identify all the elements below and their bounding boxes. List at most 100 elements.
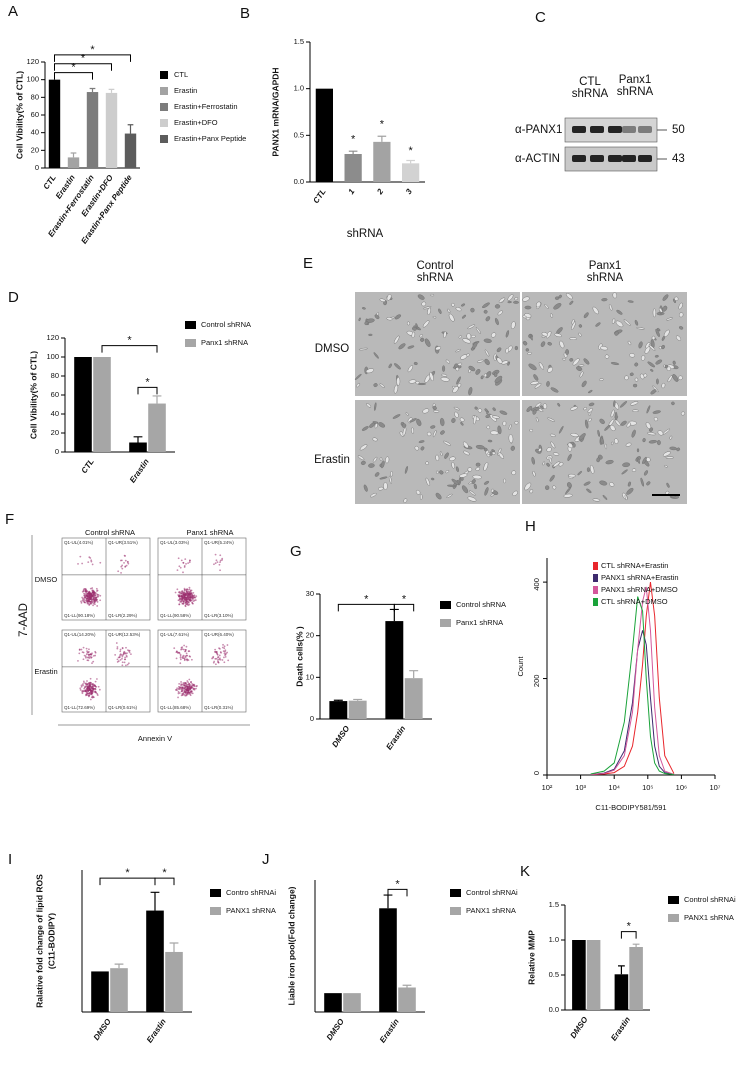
event-dot: [219, 658, 222, 661]
cell: [583, 481, 591, 486]
cell: [671, 401, 675, 406]
x-tick-label: DMSO: [92, 1017, 114, 1042]
x-tick-label: DMSO: [330, 724, 352, 749]
event-dot: [119, 650, 122, 653]
x-tick-label: Erastin: [128, 457, 151, 484]
quadrant-label: Q1-UR(6.40%): [204, 632, 234, 637]
cell: [613, 400, 616, 407]
y-tick-label: 20: [51, 428, 59, 437]
event-dot: [188, 561, 191, 564]
cell: [616, 309, 623, 315]
bar: [129, 442, 147, 452]
cell: [432, 430, 437, 438]
event-dot: [193, 599, 196, 602]
x-tick-label: 1: [347, 187, 357, 196]
event-dot: [176, 569, 179, 572]
cell: [354, 373, 362, 380]
bar: [105, 92, 118, 168]
cell: [646, 481, 651, 486]
bar: [614, 974, 629, 1010]
cell: [473, 415, 477, 425]
cell: [548, 456, 553, 464]
cell: [451, 418, 456, 423]
event-dot: [86, 650, 88, 653]
cell: [636, 327, 645, 330]
cell: [388, 363, 392, 369]
event-dot: [177, 651, 180, 654]
event-dot: [86, 659, 89, 662]
y-axis-label: Death cells(% ): [294, 626, 304, 687]
cell: [558, 425, 564, 434]
cell: [438, 308, 442, 314]
cell: [675, 335, 682, 341]
event-dot: [120, 654, 123, 656]
event-dot: [195, 687, 197, 690]
cell: [451, 478, 460, 486]
cell: [632, 409, 639, 412]
legend-swatch: [160, 119, 168, 127]
event-dot: [178, 682, 181, 685]
cell: [485, 371, 492, 379]
event-dot: [81, 683, 84, 686]
cell: [486, 425, 491, 430]
cell: [530, 381, 539, 385]
quadrant-label: Q1-LR(0.61%): [108, 705, 138, 710]
cell: [636, 448, 640, 453]
event-dot: [180, 694, 183, 697]
significance-mark: *: [364, 593, 369, 605]
y-tick-label: 1.5: [549, 900, 559, 909]
event-dot: [87, 561, 90, 564]
y-tick-label: 60: [31, 110, 39, 119]
event-dot: [88, 684, 90, 687]
cell: [653, 417, 658, 422]
cell: [467, 496, 477, 502]
y-tick-label: 0: [532, 771, 541, 775]
event-dot: [186, 592, 189, 595]
panel-label: E: [303, 255, 313, 272]
cell: [579, 371, 584, 378]
cell: [596, 457, 601, 463]
cell: [557, 402, 561, 407]
cell: [569, 358, 574, 362]
cell: [430, 425, 436, 429]
event-dot: [178, 692, 181, 694]
cell: [487, 439, 493, 443]
cell: [474, 406, 478, 410]
quadrant-label: Q1-UL(7.61%): [160, 632, 190, 637]
event-dot: [173, 647, 176, 650]
bar: [398, 987, 416, 1012]
cell: [634, 319, 639, 326]
event-dot: [92, 660, 95, 663]
size-marker: 43: [672, 153, 685, 165]
event-dot: [89, 681, 92, 684]
cell: [436, 470, 439, 474]
event-dot: [88, 694, 91, 697]
cell: [452, 386, 459, 394]
event-dot: [179, 653, 182, 656]
cell: [627, 340, 632, 346]
event-dot: [86, 688, 89, 691]
column-label: Control shRNA: [85, 528, 135, 537]
cell: [406, 321, 410, 326]
cell: [424, 338, 431, 347]
cell: [461, 485, 469, 494]
cell: [542, 461, 545, 466]
cell: [547, 417, 555, 422]
event-dot: [88, 597, 91, 600]
cell: [614, 419, 621, 427]
event-dot: [176, 687, 179, 690]
cell: [358, 317, 361, 322]
event-dot: [91, 563, 94, 566]
cell: [463, 441, 469, 449]
event-dot: [85, 592, 88, 594]
cell: [658, 307, 663, 313]
cell: [640, 477, 644, 487]
cell: [448, 313, 455, 322]
cell: [446, 493, 453, 498]
event-dot: [180, 559, 183, 562]
cell: [648, 344, 656, 351]
legend-swatch: [160, 71, 168, 79]
cell: [568, 473, 576, 478]
bracket: [620, 931, 637, 939]
legend-swatch: [160, 87, 168, 95]
